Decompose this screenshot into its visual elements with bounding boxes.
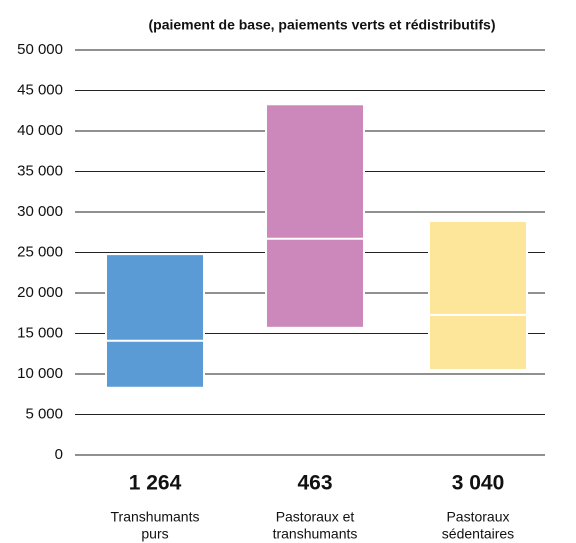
y-tick-label: 20 000 bbox=[17, 284, 63, 301]
box bbox=[265, 103, 365, 329]
x-tick-label: Pastoraux bbox=[446, 509, 509, 525]
x-tick-label: Pastoraux et bbox=[276, 509, 355, 525]
x-tick-label: purs bbox=[141, 526, 168, 542]
box bbox=[428, 219, 528, 371]
y-tick-label: 5 000 bbox=[25, 405, 63, 422]
count-label: 1 264 bbox=[129, 472, 182, 495]
y-tick-label: 15 000 bbox=[17, 324, 63, 341]
y-tick-label: 30 000 bbox=[17, 203, 63, 220]
chart-title: (paiement de base, paiements verts et ré… bbox=[149, 17, 496, 33]
x-tick-label: transhumants bbox=[273, 526, 358, 542]
box bbox=[105, 253, 205, 389]
y-tick-label: 10 000 bbox=[17, 365, 63, 382]
x-tick-label: Transhumants bbox=[111, 509, 200, 525]
y-tick-label: 45 000 bbox=[17, 81, 63, 98]
count-label: 3 040 bbox=[452, 472, 505, 495]
x-tick-label: sédentaires bbox=[442, 526, 514, 542]
y-tick-label: 35 000 bbox=[17, 162, 63, 179]
count-label: 463 bbox=[297, 472, 332, 495]
y-tick-label: 25 000 bbox=[17, 243, 63, 260]
y-tick-label: 50 000 bbox=[17, 41, 63, 58]
y-tick-label: 40 000 bbox=[17, 122, 63, 139]
y-tick-label: 0 bbox=[55, 446, 63, 463]
